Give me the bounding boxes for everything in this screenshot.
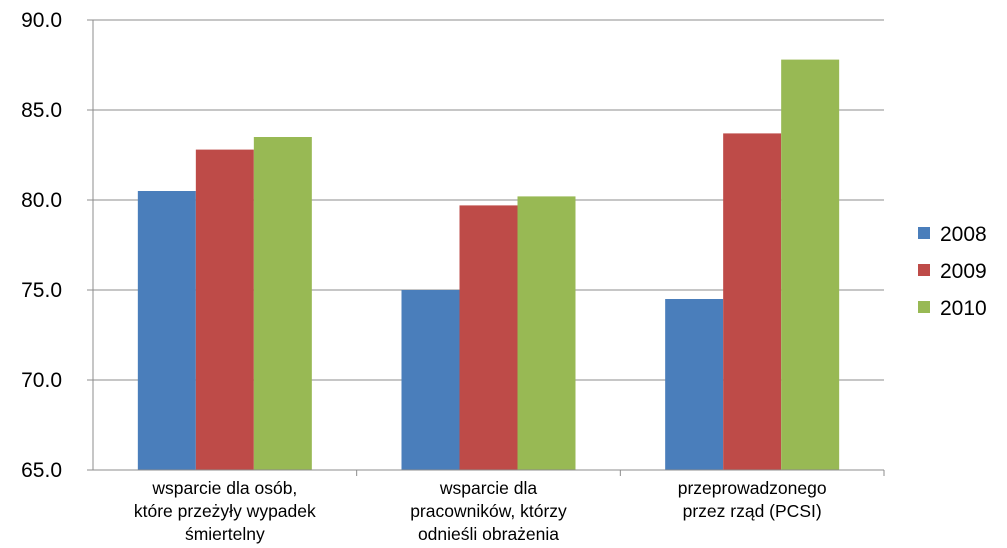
bar-2010 bbox=[781, 59, 840, 470]
bar-2009 bbox=[723, 133, 782, 470]
x-category-label: przeprowadzonego przez rząd (PCSI) bbox=[678, 478, 827, 521]
y-tick-label: 90.0 bbox=[21, 9, 62, 32]
legend: 2008 2009 2010 bbox=[918, 223, 987, 320]
legend-label: 2010 bbox=[940, 297, 987, 320]
x-category-labels: wsparcie dla osób, które przeżyły wypadek… bbox=[134, 478, 827, 544]
legend-label: 2009 bbox=[940, 260, 987, 283]
legend-swatch-2010 bbox=[918, 301, 930, 313]
bar-2010 bbox=[517, 196, 576, 470]
bar-2010 bbox=[253, 137, 312, 470]
bar-2008 bbox=[401, 290, 460, 470]
legend-swatch-2009 bbox=[918, 264, 930, 276]
y-tick-label: 85.0 bbox=[21, 99, 62, 122]
legend-swatch-2008 bbox=[918, 227, 930, 239]
axes bbox=[87, 19, 885, 476]
y-tick-labels: 65.0 70.0 75.0 80.0 85.0 90.0 bbox=[21, 9, 62, 482]
bar-2009 bbox=[459, 205, 518, 470]
bar-2009 bbox=[195, 149, 254, 470]
bars bbox=[137, 59, 840, 470]
x-category-label: wsparcie dla osób, które przeżyły wypadek… bbox=[134, 478, 316, 544]
y-tick-label: 70.0 bbox=[21, 369, 62, 392]
legend-label: 2008 bbox=[940, 223, 987, 246]
bar-2008 bbox=[137, 191, 196, 470]
y-tick-label: 65.0 bbox=[21, 459, 62, 482]
x-category-label: wsparcie dla pracowników, którzy odnieśli … bbox=[410, 478, 567, 544]
bar-2008 bbox=[665, 299, 724, 470]
y-tick-label: 80.0 bbox=[21, 189, 62, 212]
y-tick-label: 75.0 bbox=[21, 279, 62, 302]
